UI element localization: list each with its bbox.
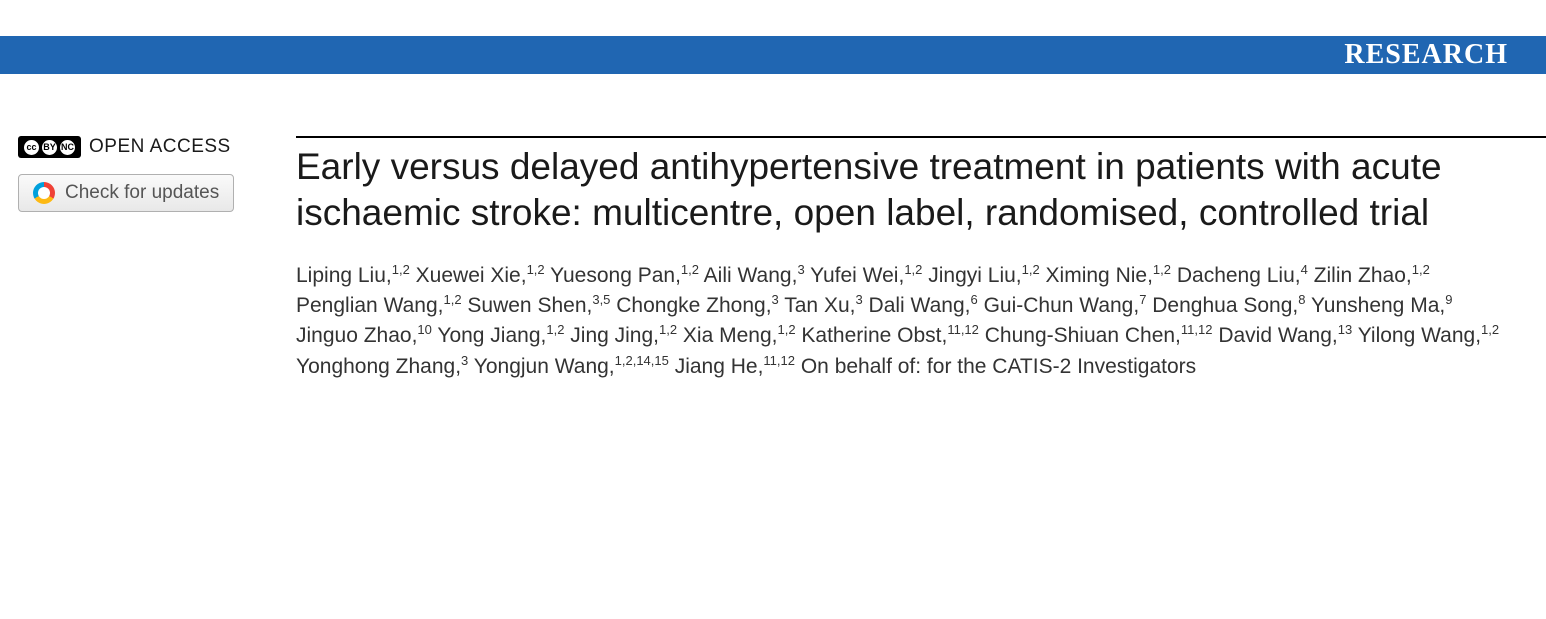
author-affiliation: 1,2 (527, 262, 545, 277)
author-affiliation: 8 (1298, 292, 1305, 307)
author-affiliation: 3 (797, 262, 804, 277)
author-affiliation: 1,2 (546, 322, 564, 337)
author-name: Dali Wang, (869, 294, 971, 317)
author-affiliation: 9 (1445, 292, 1452, 307)
author-affiliation: 11,12 (947, 322, 979, 337)
author-name: Liping Liu, (296, 264, 392, 287)
author-name: Ximing Nie, (1046, 264, 1153, 287)
check-updates-button[interactable]: Check for updates (18, 174, 234, 212)
author-name: Yongjun Wang, (474, 355, 615, 378)
author-name: Yufei Wei, (810, 264, 904, 287)
author-affiliation: 3,5 (592, 292, 610, 307)
author-name: Katherine Obst, (801, 324, 947, 347)
author-affiliation: 3 (772, 292, 779, 307)
author-affiliation: 1,2 (777, 322, 795, 337)
author-name: Jiang He, (675, 355, 764, 378)
article-main: Early versus delayed antihypertensive tr… (296, 136, 1546, 382)
author-name: Jing Jing, (570, 324, 659, 347)
author-affiliation: 1,2 (681, 262, 699, 277)
cc-icon: cc (24, 140, 39, 155)
open-access-label: OPEN ACCESS (89, 136, 231, 158)
author-name: Chung-Shiuan Chen, (985, 324, 1181, 347)
research-banner: RESEARCH (0, 36, 1546, 74)
author-affiliation: 11,12 (1181, 322, 1213, 337)
author-name: Penglian Wang, (296, 294, 443, 317)
author-name: Suwen Shen, (467, 294, 592, 317)
author-group: On behalf of: for the CATIS-2 Investigat… (801, 355, 1196, 378)
crossmark-icon (33, 182, 55, 204)
author-affiliation: 6 (970, 292, 977, 307)
author-affiliation: 1,2 (1022, 262, 1040, 277)
author-name: Dacheng Liu, (1177, 264, 1301, 287)
nc-icon: NC (60, 140, 75, 155)
author-name: Yuesong Pan, (550, 264, 681, 287)
sidebar: cc BY NC OPEN ACCESS Check for updates (18, 136, 296, 382)
author-name: Zilin Zhao, (1314, 264, 1412, 287)
author-affiliation: 11,12 (763, 353, 795, 368)
author-name: Yonghong Zhang, (296, 355, 461, 378)
author-name: Yunsheng Ma, (1311, 294, 1445, 317)
author-affiliation: 7 (1139, 292, 1146, 307)
author-name: Denghua Song, (1152, 294, 1298, 317)
author-affiliation: 3 (855, 292, 862, 307)
author-name: Aili Wang, (704, 264, 798, 287)
author-name: Yilong Wang, (1358, 324, 1481, 347)
check-updates-label: Check for updates (65, 182, 219, 204)
author-list: Liping Liu,1,2 Xuewei Xie,1,2 Yuesong Pa… (296, 261, 1506, 383)
author-affiliation: 1,2 (659, 322, 677, 337)
author-affiliation: 13 (1338, 322, 1352, 337)
author-affiliation: 3 (461, 353, 468, 368)
author-affiliation: 1,2 (1412, 262, 1430, 277)
author-affiliation: 10 (417, 322, 431, 337)
author-affiliation: 1,2 (392, 262, 410, 277)
author-affiliation: 1,2 (443, 292, 461, 307)
author-name: Chongke Zhong, (616, 294, 771, 317)
author-affiliation: 1,2 (1153, 262, 1171, 277)
cc-license-icon: cc BY NC (18, 136, 81, 158)
author-name: Tan Xu, (784, 294, 855, 317)
open-access-badge: cc BY NC OPEN ACCESS (18, 136, 296, 158)
author-name: Xuewei Xie, (416, 264, 527, 287)
author-affiliation: 4 (1301, 262, 1308, 277)
author-affiliation: 1,2 (1481, 322, 1499, 337)
author-affiliation: 1,2 (904, 262, 922, 277)
author-name: Jingyi Liu, (928, 264, 1021, 287)
author-name: Yong Jiang, (437, 324, 546, 347)
banner-label: RESEARCH (1344, 39, 1508, 71)
author-name: Xia Meng, (683, 324, 778, 347)
author-name: Gui-Chun Wang, (984, 294, 1140, 317)
article-title: Early versus delayed antihypertensive tr… (296, 144, 1506, 237)
author-affiliation: 1,2,14,15 (615, 353, 669, 368)
author-name: David Wang, (1218, 324, 1337, 347)
author-name: Jinguo Zhao, (296, 324, 417, 347)
content-wrapper: cc BY NC OPEN ACCESS Check for updates E… (0, 136, 1546, 382)
by-icon: BY (42, 140, 57, 155)
